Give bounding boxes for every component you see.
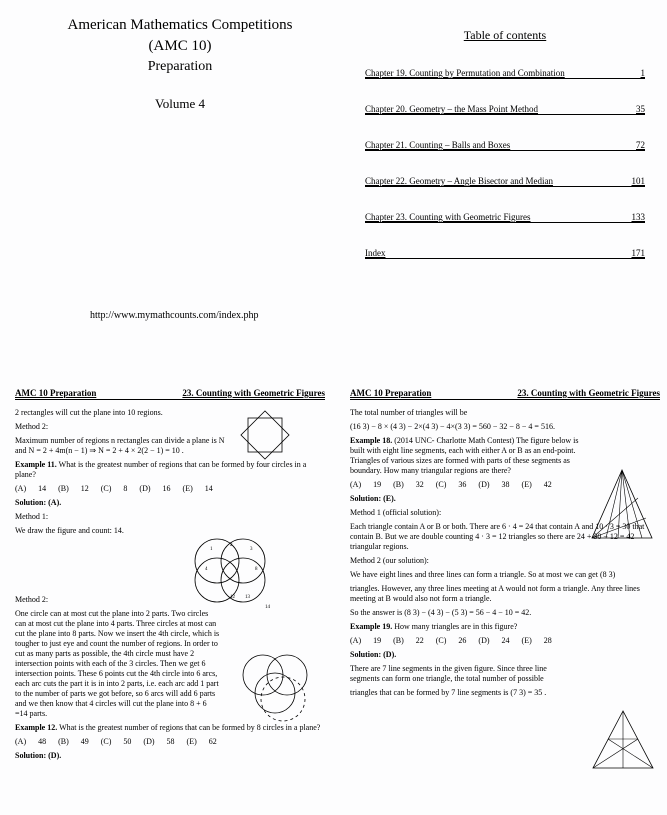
- svg-text:14: 14: [265, 605, 271, 610]
- left-column: AMC 10 Preparation 23. Counting with Geo…: [15, 388, 325, 765]
- paragraph: The total number of triangles will be: [350, 408, 660, 418]
- solution-label: Solution: (A).: [15, 498, 325, 508]
- right-column: AMC 10 Preparation 23. Counting with Geo…: [350, 388, 660, 702]
- toc-page: 133: [632, 212, 646, 222]
- toc-row: Chapter 21. Counting – Balls and Boxes 72: [365, 140, 645, 151]
- text: triangles that can be formed by 7 line s…: [350, 688, 510, 697]
- toc-label: Chapter 23. Counting with Geometric Figu…: [365, 212, 530, 222]
- text: So the answer is: [350, 608, 404, 617]
- solution-label: Solution: (D).: [15, 751, 325, 761]
- toc-row: Chapter 19. Counting by Permutation and …: [365, 68, 645, 79]
- toc-page: 171: [632, 248, 646, 258]
- equation: (7 3) = 35 .: [510, 688, 546, 697]
- example-label: Example 11.: [15, 460, 57, 469]
- toc-row: Index 171: [365, 248, 645, 259]
- toc-label: Chapter 22. Geometry – Angle Bisector an…: [365, 176, 553, 186]
- answer-options: (A) 19 (B) 22 (C) 26 (D) 24 (E) 28: [350, 636, 660, 646]
- column-header: AMC 10 Preparation 23. Counting with Geo…: [350, 388, 660, 400]
- book-title-block: American Mathematics Competitions (AMC 1…: [30, 15, 330, 113]
- example-block: Example 18. (2014 UNC- Charlotte Math Co…: [350, 436, 580, 476]
- example-block: Example 19. How many triangles are in th…: [350, 622, 660, 632]
- paragraph: One circle can at most cut the plane int…: [15, 609, 220, 719]
- two-rectangles-figure: [230, 406, 300, 466]
- method-label: Method 2 (our solution):: [350, 556, 660, 566]
- method-label: Method 1:: [15, 512, 325, 522]
- svg-text:4: 4: [205, 567, 208, 572]
- toc-label: Index: [365, 248, 386, 258]
- toc-row: Chapter 20. Geometry – the Mass Point Me…: [365, 104, 645, 115]
- hdr-left: AMC 10 Preparation: [15, 388, 96, 399]
- toc-page: 35: [636, 104, 645, 114]
- four-circles-figure: 123 48 1213 14: [175, 528, 285, 613]
- toc-page: 72: [636, 140, 645, 150]
- text: We have eight lines and three lines can …: [350, 570, 600, 579]
- paragraph: There are 7 line segments in the given f…: [350, 664, 560, 684]
- svg-text:8: 8: [255, 567, 258, 572]
- binom: (8 3): [600, 570, 615, 579]
- paragraph: triangles that can be formed by 7 line s…: [350, 688, 660, 698]
- paragraph: Maximum number of regions n rectangles c…: [15, 436, 235, 456]
- title-volume: Volume 4: [30, 95, 330, 113]
- toc-page: 1: [641, 68, 646, 78]
- example-label: Example 18.: [350, 436, 392, 445]
- answer-options: (A) 14 (B) 12 (C) 8 (D) 16 (E) 14: [15, 484, 325, 494]
- solution-label: Solution: (D).: [350, 650, 660, 660]
- toc-label: Chapter 21. Counting – Balls and Boxes: [365, 140, 510, 150]
- svg-text:1: 1: [210, 547, 213, 552]
- toc-row: Chapter 22. Geometry – Angle Bisector an…: [365, 176, 645, 187]
- title-line3: Preparation: [30, 57, 330, 77]
- example-question: How many triangles are in this figure?: [392, 622, 517, 631]
- paragraph: So the answer is (8 3) − (4 3) − (5 3) =…: [350, 608, 660, 618]
- equation: (16 3) − 8 × (4 3) − 2×(4 3) − 4×(3 3) =…: [350, 422, 660, 432]
- toc-label: Chapter 20. Geometry – the Mass Point Me…: [365, 104, 538, 114]
- svg-text:13: 13: [245, 595, 251, 600]
- hdr-right: 23. Counting with Geometric Figures: [517, 388, 660, 399]
- answer-options: (A) 48 (B) 49 (C) 50 (D) 58 (E) 62: [15, 737, 325, 747]
- title-line1: American Mathematics Competitions: [30, 15, 330, 36]
- toc-page: 101: [632, 176, 646, 186]
- svg-text:12: 12: [230, 595, 236, 600]
- example-label: Example 12.: [15, 723, 57, 732]
- svg-text:3: 3: [250, 547, 253, 552]
- paragraph: triangles. However, any three lines meet…: [350, 584, 660, 604]
- toc-heading: Table of contents: [365, 28, 645, 43]
- toc-row: Chapter 23. Counting with Geometric Figu…: [365, 212, 645, 223]
- hdr-right: 23. Counting with Geometric Figures: [182, 388, 325, 399]
- title-line2: (AMC 10): [30, 36, 330, 57]
- example-label: Example 19.: [350, 622, 392, 631]
- triangle-seven-segments-figure: [588, 708, 658, 773]
- dashed-circles-figure: [225, 643, 325, 728]
- triangle-eight-segments-figure: [588, 468, 656, 543]
- table-of-contents: Table of contents Chapter 19. Counting b…: [365, 28, 645, 259]
- toc-label: Chapter 19. Counting by Permutation and …: [365, 68, 565, 78]
- hdr-left: AMC 10 Preparation: [350, 388, 431, 399]
- paragraph: We have eight lines and three lines can …: [350, 570, 660, 580]
- column-header: AMC 10 Preparation 23. Counting with Geo…: [15, 388, 325, 400]
- equation: (8 3) − (4 3) − (5 3) = 56 − 4 − 10 = 42…: [404, 608, 531, 617]
- source-url: http://www.mymathcounts.com/index.php: [90, 310, 259, 321]
- paragraph: 2 rectangles will cut the plane into 10 …: [15, 408, 195, 418]
